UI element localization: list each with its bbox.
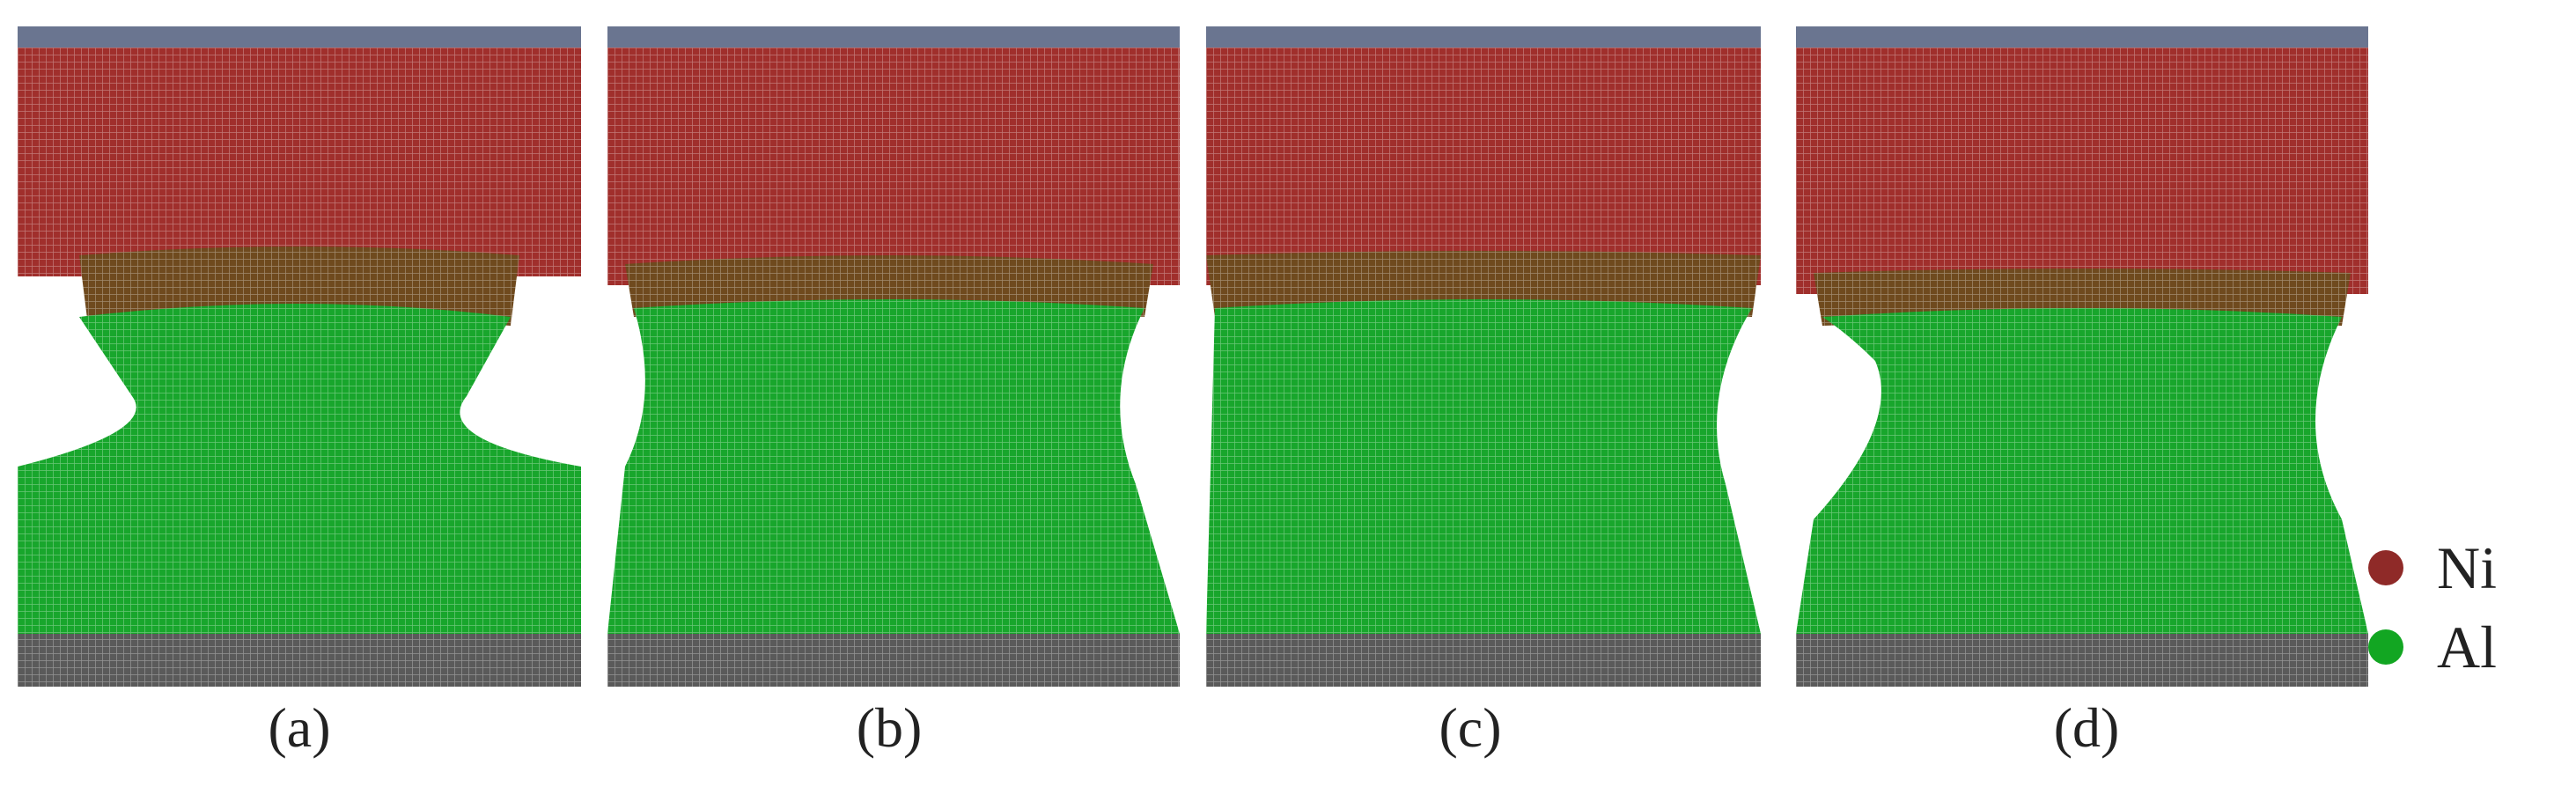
legend-item-ni: Ni [2368, 528, 2497, 607]
legend-item-al: Al [2368, 607, 2497, 687]
panel-d-atom-snapshot [1796, 26, 2368, 691]
panel-c-caption: (c) [1439, 696, 1502, 759]
panel-a-caption: (a) [268, 696, 331, 759]
panel-d-caption: (d) [2053, 696, 2120, 759]
rigid-top-layer [1796, 26, 2368, 48]
rigid-top-layer [18, 26, 581, 48]
panel-b-atom-snapshot [607, 26, 1180, 691]
legend-label-al: Al [2437, 613, 2497, 680]
panel-a-atom-snapshot [18, 26, 581, 691]
legend: Ni Al [2368, 528, 2497, 687]
ni-dot-icon [2368, 550, 2403, 585]
panel-c-atom-snapshot [1206, 26, 1761, 691]
rigid-top-layer [1206, 26, 1761, 48]
rigid-top-layer [607, 26, 1180, 48]
panel-b-caption: (b) [856, 696, 923, 759]
al-dot-icon [2368, 629, 2403, 665]
legend-label-ni: Ni [2437, 533, 2497, 601]
